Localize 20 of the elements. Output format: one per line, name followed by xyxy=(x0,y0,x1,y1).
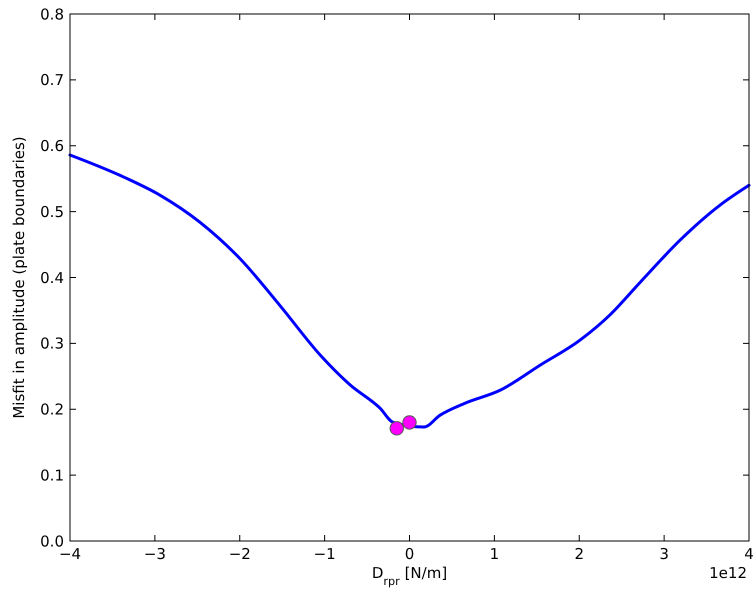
y-tick-label: 0.3 xyxy=(40,334,64,353)
x-tick-label: 0 xyxy=(404,545,414,563)
x-tick-label: −2 xyxy=(228,545,251,563)
x-tick-label: −3 xyxy=(144,545,166,563)
x-tick-label: 3 xyxy=(659,545,669,563)
y-axis-title: Misfit in amplitude (plate boundaries) xyxy=(10,136,28,419)
text: 1e12 xyxy=(709,564,747,582)
y-tick-label: 0.4 xyxy=(40,268,64,287)
x-tick-label: 4 xyxy=(744,545,754,563)
y-tick-label: 0.7 xyxy=(40,71,64,90)
y-tick-label: 0.5 xyxy=(40,202,64,221)
y-tick-label: 0.2 xyxy=(40,400,64,418)
x-tick-label: −1 xyxy=(314,545,336,563)
y-tick-label: 0.0 xyxy=(40,532,64,550)
y-tick-label: 0.8 xyxy=(40,5,64,24)
x-axis-title: D$_{rpr}$ [N/m] xyxy=(372,564,448,588)
y-tick-label: 0.6 xyxy=(40,137,64,155)
x-tick-label: 1 xyxy=(490,545,500,563)
y-tick-label: 0.1 xyxy=(40,466,64,484)
x-tick-label: 2 xyxy=(574,545,584,563)
